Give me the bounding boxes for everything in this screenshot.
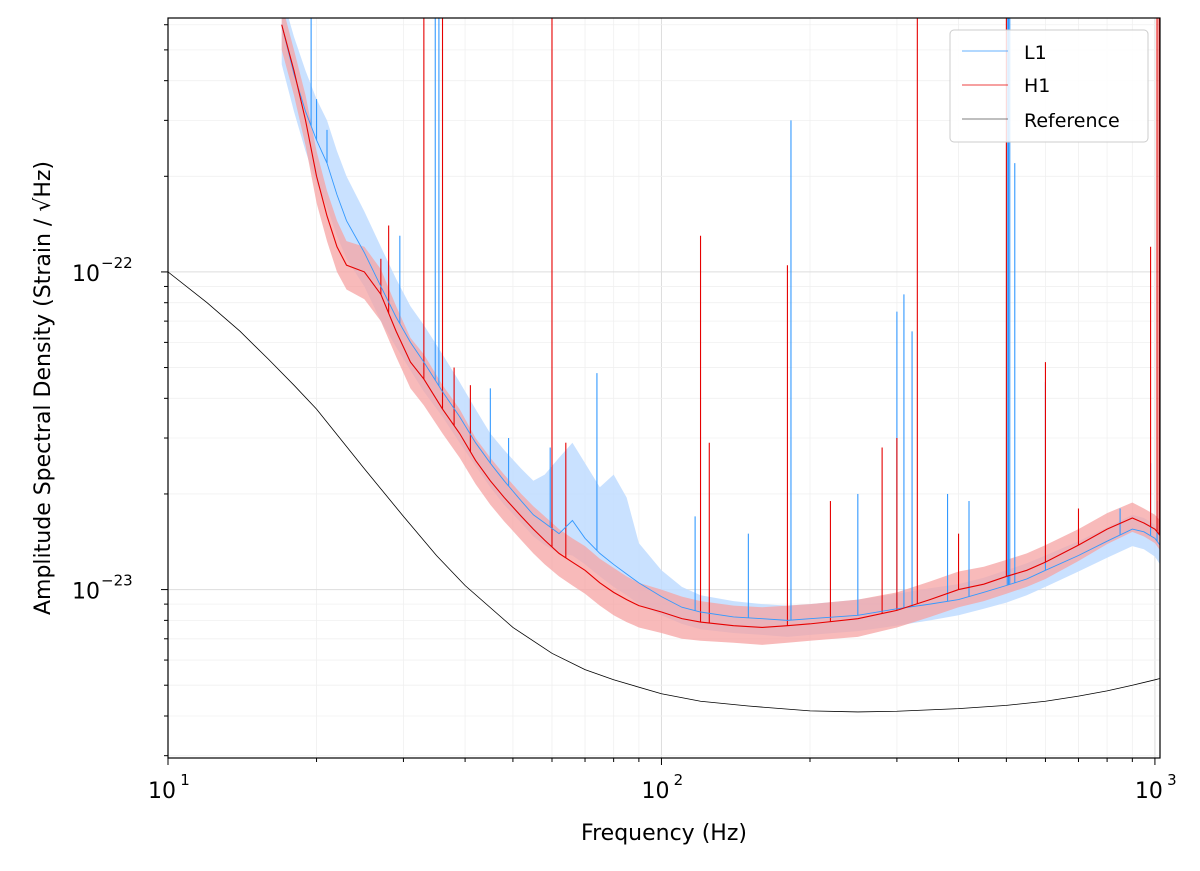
y-tick-exponent: −22 <box>101 254 133 272</box>
legend-label-reference: Reference <box>1024 110 1120 132</box>
legend-label-l1: L1 <box>1024 42 1047 64</box>
y-tick-label: 10 <box>72 262 100 287</box>
y-tick-label: 10 <box>72 580 100 605</box>
x-tick-exponent: 3 <box>1167 771 1177 789</box>
data-layer <box>168 18 1160 713</box>
x-tick-exponent: 1 <box>180 771 190 789</box>
legend: L1 H1 Reference <box>949 29 1149 143</box>
legend-box <box>949 29 1149 143</box>
y-tick-exponent: −23 <box>101 572 133 590</box>
reference-line <box>168 271 1160 713</box>
x-tick-label: 10 <box>1135 779 1163 804</box>
h1-line <box>281 24 1160 628</box>
h1-band <box>281 18 1160 645</box>
l1-line <box>281 24 1160 621</box>
x-axis-label: Frequency (Hz) <box>581 821 747 846</box>
y-axis-label: Amplitude Spectral Density (Strain / √Hz… <box>31 161 56 615</box>
x-tick-label: 10 <box>148 779 176 804</box>
x-tick-label: 10 <box>641 779 669 804</box>
legend-label-h1: H1 <box>1024 75 1050 97</box>
plot-frame <box>167 17 1161 759</box>
x-tick-exponent: 2 <box>674 771 684 789</box>
